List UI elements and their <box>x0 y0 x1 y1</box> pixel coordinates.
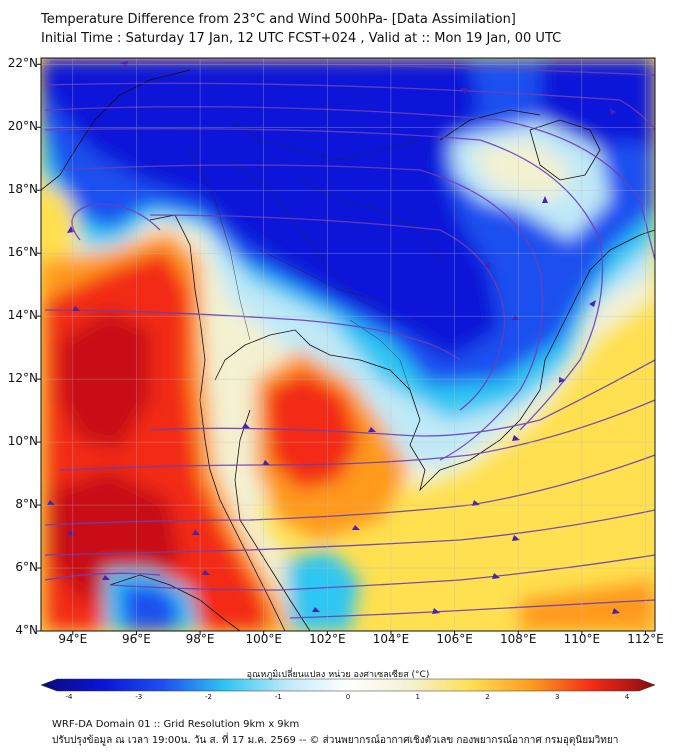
coast-northwest <box>41 69 191 191</box>
map-subtitle: Initial Time : Saturday 17 Jan, 12 UTC F… <box>41 31 562 46</box>
streamline-5 <box>59 164 544 461</box>
lon-label: 102°E <box>309 632 346 646</box>
coast-hainan <box>529 119 601 181</box>
streamline-9 <box>149 359 655 437</box>
wind-arrows <box>47 61 620 614</box>
wind-arrow <box>432 608 440 614</box>
border-4 <box>259 249 381 301</box>
field-pale-pocket <box>470 140 570 200</box>
colorbar-tick-label: -4 <box>65 693 73 701</box>
lat-label: 14°N <box>7 308 38 323</box>
wind-arrow <box>559 377 566 383</box>
lat-label: 8°N <box>15 497 38 512</box>
model-info: WRF-DA Domain 01 :: Grid Resolution 9km … <box>52 719 300 730</box>
wind-arrow <box>120 61 128 67</box>
wind-arrow <box>460 88 468 94</box>
wind-arrow <box>47 500 55 505</box>
wind-arrow <box>612 608 620 614</box>
wind-arrow <box>484 262 490 269</box>
wind-arrow <box>192 530 200 535</box>
update-info: ปรับปรุงข้อมูล ณ เวลา 19:00น. วัน ส. ที่… <box>52 735 619 746</box>
lon-label: 110°E <box>563 632 601 646</box>
colorbar-tick-label: 0 <box>345 693 351 701</box>
lon-label: 94°E <box>58 632 88 646</box>
field-orange-se <box>520 580 655 631</box>
lon-label: 106°E <box>436 632 473 646</box>
wind-arrow <box>610 108 616 115</box>
streamline-8 <box>44 309 461 361</box>
wind-arrow <box>262 460 270 465</box>
lon-label: 96°E <box>122 632 151 646</box>
streamline-2 <box>44 82 655 131</box>
colorbar-tick-label: 2 <box>485 693 490 701</box>
lon-label: 100°E <box>245 632 282 646</box>
temperature-field <box>41 58 655 631</box>
field-yellow-west <box>41 180 80 270</box>
wind-arrow <box>368 427 376 432</box>
graticule <box>41 58 655 631</box>
field-darkred-1 <box>60 310 150 450</box>
colorbar-tick-label: 1 <box>415 693 420 701</box>
lon-label: 108°E <box>499 632 537 646</box>
streamline-11 <box>44 454 655 526</box>
coast-andaman <box>149 214 286 631</box>
border-1 <box>189 149 251 341</box>
field-cyan-malaya <box>285 550 360 631</box>
field-blue-sumatra <box>120 585 180 631</box>
wind-arrow <box>542 196 548 203</box>
coast-china <box>439 109 541 141</box>
borders <box>189 119 441 391</box>
streamline-12 <box>44 509 655 556</box>
coast-vietnam <box>544 229 655 361</box>
border-3 <box>299 179 441 261</box>
border-2 <box>229 159 401 321</box>
coast-gulf-thailand <box>214 329 546 492</box>
lon-label: 112°E <box>627 632 664 646</box>
wind-arrow <box>102 575 110 580</box>
streamline-10 <box>59 399 655 471</box>
map-title: Temperature Difference from 23°C and Win… <box>41 12 516 27</box>
lon-label: 104°E <box>372 632 410 646</box>
lat-label: 16°N <box>7 245 38 260</box>
colorbar-title: อุณหภูมิเปลี่ยนแปลง หน่วย องศาเซลเซียส (… <box>246 670 430 680</box>
colorbar-bar <box>40 678 656 692</box>
colorbar-tick-label: 4 <box>624 693 630 701</box>
coast-sumatra <box>109 574 241 631</box>
lat-label: 12°N <box>7 371 38 386</box>
wind-arrow <box>472 500 480 506</box>
wind-arrow <box>72 306 80 311</box>
lon-label: 98°E <box>185 632 215 646</box>
colorbar <box>40 678 656 692</box>
wind-arrow <box>312 607 320 612</box>
wind-arrow <box>589 300 596 307</box>
lat-label: 10°N <box>7 434 38 449</box>
streamline-15 <box>44 572 161 581</box>
wind-arrow <box>492 573 500 579</box>
lat-label: 20°N <box>7 119 38 134</box>
colorbar-tick-label: -3 <box>135 693 143 701</box>
wind-arrow <box>352 525 360 530</box>
wind-arrow <box>67 226 74 233</box>
lat-label: 18°N <box>7 182 38 197</box>
streamline-3 <box>44 106 655 261</box>
axis-ticks <box>37 63 646 635</box>
lat-label: 22°N <box>7 56 38 71</box>
wind-arrow <box>242 423 250 428</box>
wind-arrow <box>202 570 210 575</box>
map-frame <box>40 57 656 632</box>
streamline-14 <box>289 599 655 619</box>
lat-label: 4°N <box>15 623 38 637</box>
colorbar-tick-label: -1 <box>274 693 282 701</box>
border-6 <box>229 119 421 161</box>
border-5 <box>349 319 411 391</box>
lat-label: 6°N <box>15 560 38 575</box>
colorbar-tick-label: -2 <box>205 693 212 701</box>
streamline-7 <box>149 214 506 411</box>
colorbar-tick-label: 3 <box>555 693 560 701</box>
field-darkred-2 <box>50 470 180 600</box>
